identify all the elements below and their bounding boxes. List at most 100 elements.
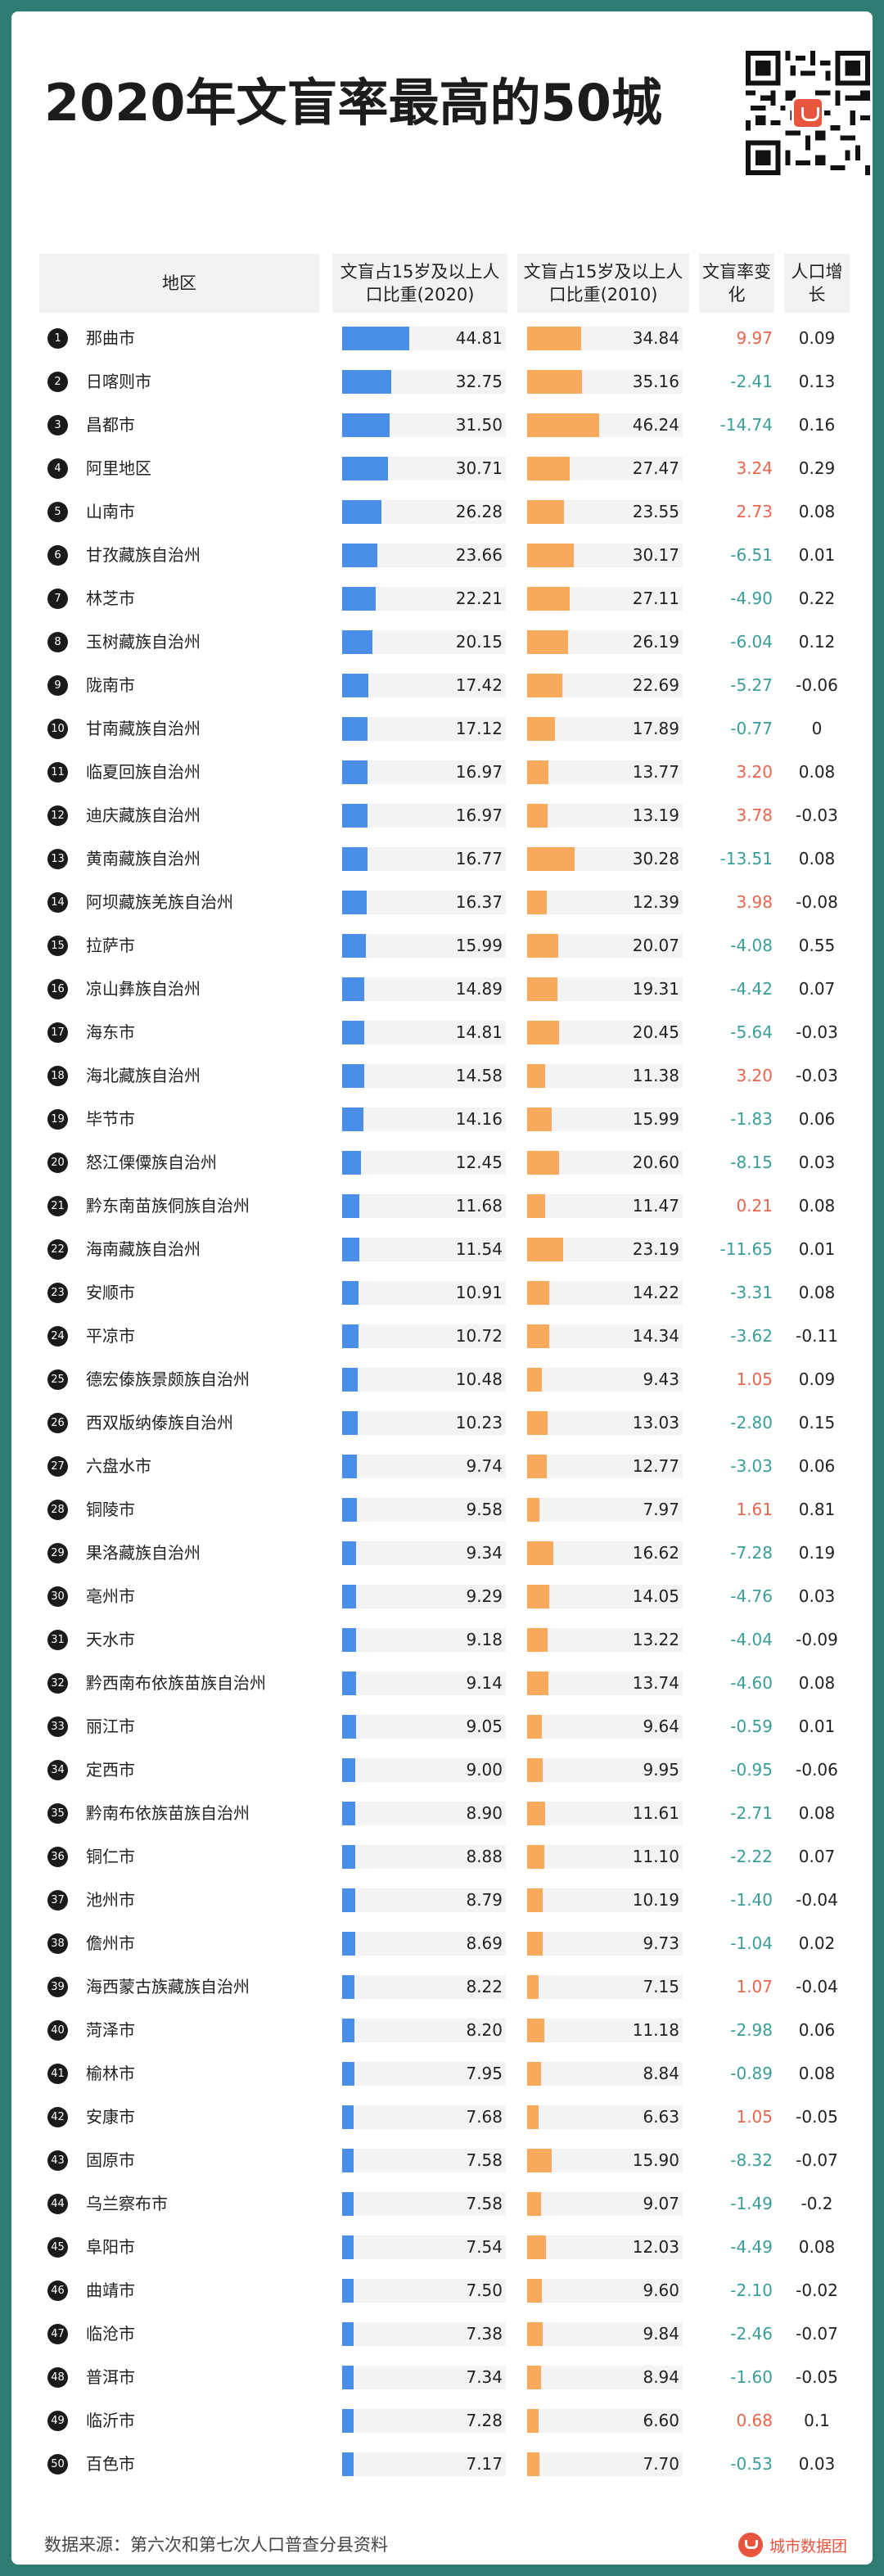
bar-2020 [342, 674, 368, 697]
bar-track-2020 [342, 2235, 506, 2259]
population-growth: 0.81 [798, 1500, 836, 1519]
bar-2010 [527, 1151, 560, 1175]
bar-2010 [527, 1281, 550, 1305]
city-name: 安康市 [86, 2107, 135, 2127]
city-name: 临沧市 [86, 2324, 135, 2344]
population-growth: -0.07 [796, 2150, 838, 2170]
value-2020: 31.50 [455, 415, 503, 435]
city-name: 池州市 [86, 1890, 135, 1910]
bar-2010 [527, 934, 559, 958]
bar-2020 [342, 1932, 355, 1956]
bar-track-2020 [342, 327, 506, 350]
bar-2010 [527, 2149, 552, 2172]
value-2010: 27.47 [632, 458, 679, 478]
rate-change: 2.73 [736, 502, 773, 521]
city-name: 临沂市 [86, 2411, 135, 2430]
population-growth: 0.06 [798, 1456, 836, 1476]
rate-change: 1.05 [736, 2107, 773, 2127]
rank-badge: 23 [47, 1283, 68, 1303]
value-2020: 11.54 [455, 1239, 503, 1259]
population-growth: -0.09 [796, 1630, 838, 1649]
bar-track-2010 [527, 2235, 683, 2259]
value-2020: 9.29 [466, 1586, 503, 1606]
population-growth: 0.08 [798, 1673, 836, 1693]
bar-2010 [527, 891, 547, 914]
value-2020: 8.90 [466, 1803, 503, 1823]
population-growth: -0.03 [796, 1022, 838, 1042]
bar-2010 [527, 1411, 548, 1435]
rate-change: 1.61 [736, 1500, 773, 1519]
value-2020: 7.58 [466, 2150, 503, 2170]
bar-2010 [527, 977, 557, 1001]
bar-2010 [527, 1802, 546, 1825]
table-row: 32 黔西南布依族苗族自治州 9.14 13.74 -4.60 0.08 [11, 1662, 873, 1705]
value-2010: 14.22 [632, 1283, 679, 1302]
bar-track-2010 [527, 1888, 683, 1912]
table-row: 28 铜陵市 9.58 7.97 1.61 0.81 [11, 1488, 873, 1532]
city-name: 迪庆藏族自治州 [86, 805, 201, 825]
bar-2010 [527, 370, 582, 394]
population-growth: 0.08 [798, 849, 836, 868]
bar-track-2020 [342, 587, 506, 611]
population-growth: 0.08 [798, 2237, 836, 2257]
value-2020: 9.74 [466, 1456, 503, 1476]
header-change: 文盲率变化 [699, 254, 774, 313]
bar-2010 [527, 1628, 548, 1652]
rank-badge: 6 [47, 545, 68, 566]
population-growth: 0.03 [798, 1586, 836, 1606]
bar-track-2010 [527, 587, 683, 611]
table-row: 39 海西蒙古族藏族自治州 8.22 7.15 1.07 -0.04 [11, 1965, 873, 2009]
value-2010: 13.74 [632, 1673, 679, 1693]
table-row: 9 陇南市 17.42 22.69 -5.27 -0.06 [11, 664, 873, 707]
value-2020: 30.71 [455, 458, 503, 478]
value-2010: 26.19 [632, 632, 679, 652]
bar-track-2020 [342, 2062, 506, 2086]
bar-2010 [527, 2409, 539, 2433]
bar-track-2010 [527, 2366, 683, 2389]
city-name: 铜仁市 [86, 1847, 135, 1866]
value-2020: 7.50 [466, 2281, 503, 2300]
city-name: 临夏回族自治州 [86, 762, 201, 782]
bar-2020 [342, 977, 365, 1001]
rank-badge: 13 [47, 849, 68, 869]
bar-2020 [342, 2235, 354, 2259]
bar-2010 [527, 327, 582, 350]
value-2020: 8.79 [466, 1890, 503, 1910]
rank-badge: 29 [47, 1543, 68, 1563]
rate-change: -0.53 [730, 2454, 773, 2474]
rank-badge: 42 [47, 2107, 68, 2127]
value-2020: 14.81 [455, 1022, 503, 1042]
population-growth: 0.01 [798, 1717, 836, 1736]
rate-change: -6.51 [730, 545, 773, 565]
bar-2020 [342, 1238, 360, 1261]
value-2020: 8.20 [466, 2020, 503, 2040]
population-growth: 0.08 [798, 1196, 836, 1216]
bar-track-2010 [527, 457, 683, 480]
population-growth: 0.13 [798, 372, 836, 391]
value-2020: 11.68 [455, 1196, 503, 1216]
rank-badge: 45 [47, 2237, 68, 2258]
population-growth: 0.06 [798, 1109, 836, 1129]
value-2020: 10.91 [455, 1283, 503, 1302]
bar-2020 [342, 1021, 365, 1044]
rate-change: -8.32 [730, 2150, 773, 2170]
page-title: 2020年文盲率最高的50城 [44, 73, 662, 133]
table-row: 19 毕节市 14.16 15.99 -1.83 0.06 [11, 1098, 873, 1141]
population-growth: 0.09 [798, 1369, 836, 1389]
bar-2010 [527, 2235, 546, 2259]
rank-badge: 2 [47, 372, 68, 392]
bar-2010 [527, 1498, 540, 1522]
table-row: 49 临沂市 7.28 6.60 0.68 0.1 [11, 2399, 873, 2443]
bar-track-2020 [342, 1585, 506, 1608]
bar-2020 [342, 630, 372, 654]
bar-track-2020 [342, 1238, 506, 1261]
bar-track-2020 [342, 1888, 506, 1912]
bar-track-2010 [527, 1151, 683, 1175]
bar-track-2020 [342, 1021, 506, 1044]
table-row: 26 西双版纳傣族自治州 10.23 13.03 -2.80 0.15 [11, 1401, 873, 1445]
bar-track-2010 [527, 1411, 683, 1435]
population-growth: 0.06 [798, 2020, 836, 2040]
table-row: 50 百色市 7.17 7.70 -0.53 0.03 [11, 2443, 873, 2486]
rank-badge: 3 [47, 415, 68, 435]
table-row: 25 德宏傣族景颇族自治州 10.48 9.43 1.05 0.09 [11, 1358, 873, 1401]
